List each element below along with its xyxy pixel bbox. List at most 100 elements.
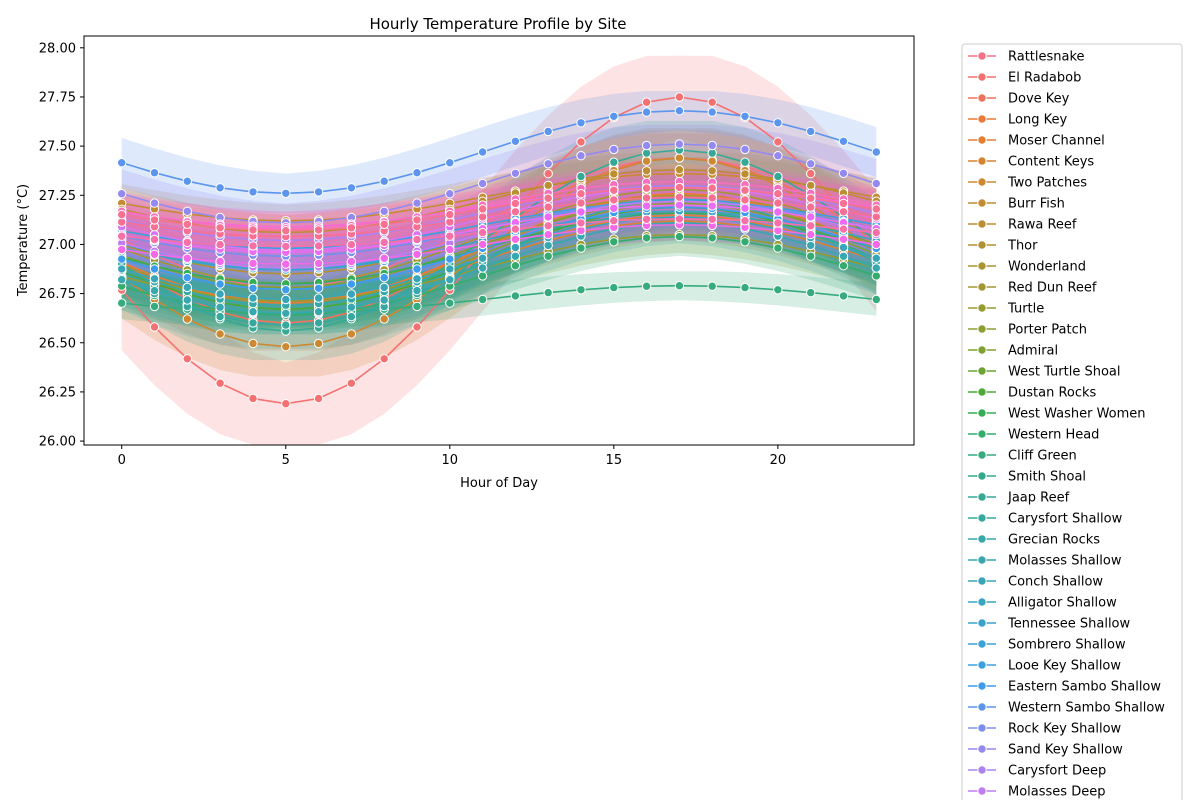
data-point <box>871 271 881 281</box>
data-point <box>182 314 193 324</box>
data-point <box>773 285 783 295</box>
legend-label: West Turtle Shoal <box>1008 365 1121 380</box>
legend-swatch-marker <box>977 534 987 544</box>
data-point <box>281 342 291 352</box>
legend-swatch-marker <box>977 303 987 313</box>
series-line-12 <box>121 233 877 303</box>
legend-swatch-marker <box>977 240 987 250</box>
ci-band-5 <box>121 201 877 319</box>
data-point <box>182 219 193 230</box>
legend-label: Dustan Rocks <box>1008 386 1097 401</box>
data-point <box>838 242 849 253</box>
x-tick-label: 15 <box>606 453 623 468</box>
ci-band-12 <box>121 216 877 320</box>
data-point <box>215 183 225 193</box>
data-point <box>248 318 258 328</box>
x-tick-label: 10 <box>442 453 459 468</box>
series-line-31 <box>121 109 877 195</box>
data-point <box>871 253 881 263</box>
legend-swatch-marker <box>977 198 987 208</box>
series-line-37 <box>121 204 877 254</box>
legend-label: Sand Key Shallow <box>1008 743 1123 758</box>
data-point <box>346 279 357 289</box>
x-tick-label: 0 <box>118 453 126 468</box>
data-point <box>543 168 553 179</box>
data-point <box>674 214 685 224</box>
legend-label: Molasses Shallow <box>1008 554 1122 569</box>
y-tick-label: 27.25 <box>39 189 76 204</box>
data-point <box>412 215 422 225</box>
data-point <box>510 291 521 301</box>
data-point <box>248 241 258 251</box>
legend-label: Turtle <box>1007 302 1044 317</box>
data-point <box>117 275 127 285</box>
data-point <box>871 212 881 222</box>
data-point <box>838 251 849 261</box>
data-point <box>806 168 816 179</box>
legend-label: Cliff Green <box>1008 449 1077 464</box>
data-point <box>543 287 553 298</box>
data-point <box>576 218 586 228</box>
data-point <box>281 259 291 269</box>
data-point <box>281 188 291 199</box>
data-point <box>477 294 488 305</box>
data-point <box>641 97 652 107</box>
legend-swatch-marker <box>977 450 987 460</box>
legend-swatch-marker <box>977 555 987 565</box>
series-line-8 <box>121 168 877 234</box>
legend-label: Jaap Reef <box>1007 491 1070 506</box>
series-line-25 <box>121 216 877 301</box>
legend-label: Two Patches <box>1007 176 1087 191</box>
data-point <box>740 282 750 293</box>
data-point <box>740 185 750 196</box>
data-point <box>149 274 160 284</box>
data-point <box>707 201 717 211</box>
legend-swatch-marker <box>977 324 987 334</box>
data-point <box>543 212 553 222</box>
x-tick-label: 5 <box>282 453 290 468</box>
data-point <box>576 198 586 208</box>
data-point <box>510 198 521 209</box>
legend-swatch-marker <box>977 156 987 166</box>
data-point <box>379 314 389 324</box>
data-point <box>674 200 685 210</box>
data-point <box>773 218 783 228</box>
data-point <box>510 261 521 271</box>
data-point <box>871 263 881 273</box>
data-point <box>543 202 553 212</box>
ci-band-31 <box>121 91 877 213</box>
data-point <box>609 216 619 226</box>
data-point <box>740 195 750 205</box>
data-point <box>674 182 685 193</box>
data-point <box>215 279 225 289</box>
data-point <box>445 158 455 168</box>
data-point <box>346 183 357 193</box>
data-point <box>707 281 717 291</box>
data-point <box>379 206 389 217</box>
data-point <box>609 185 619 196</box>
legend-swatch-marker <box>977 681 987 691</box>
series-line-33 <box>121 143 877 224</box>
data-point <box>412 285 422 296</box>
legend-swatch-marker <box>977 765 987 775</box>
data-point <box>149 234 160 245</box>
data-point <box>117 254 127 264</box>
series-line-21 <box>121 149 877 332</box>
data-point <box>576 207 586 217</box>
data-point <box>149 168 160 178</box>
data-point <box>149 215 160 225</box>
legend-swatch-marker <box>977 639 987 649</box>
data-point <box>773 151 783 161</box>
series-line-19 <box>121 284 877 315</box>
legend-label: Thor <box>1007 239 1038 254</box>
data-point <box>445 264 455 274</box>
data-point <box>609 195 619 205</box>
data-point <box>543 159 553 169</box>
data-point <box>117 244 127 255</box>
data-point <box>379 176 389 186</box>
data-point <box>510 168 521 179</box>
data-point <box>707 97 717 107</box>
data-point <box>215 329 225 339</box>
data-point <box>543 221 553 231</box>
